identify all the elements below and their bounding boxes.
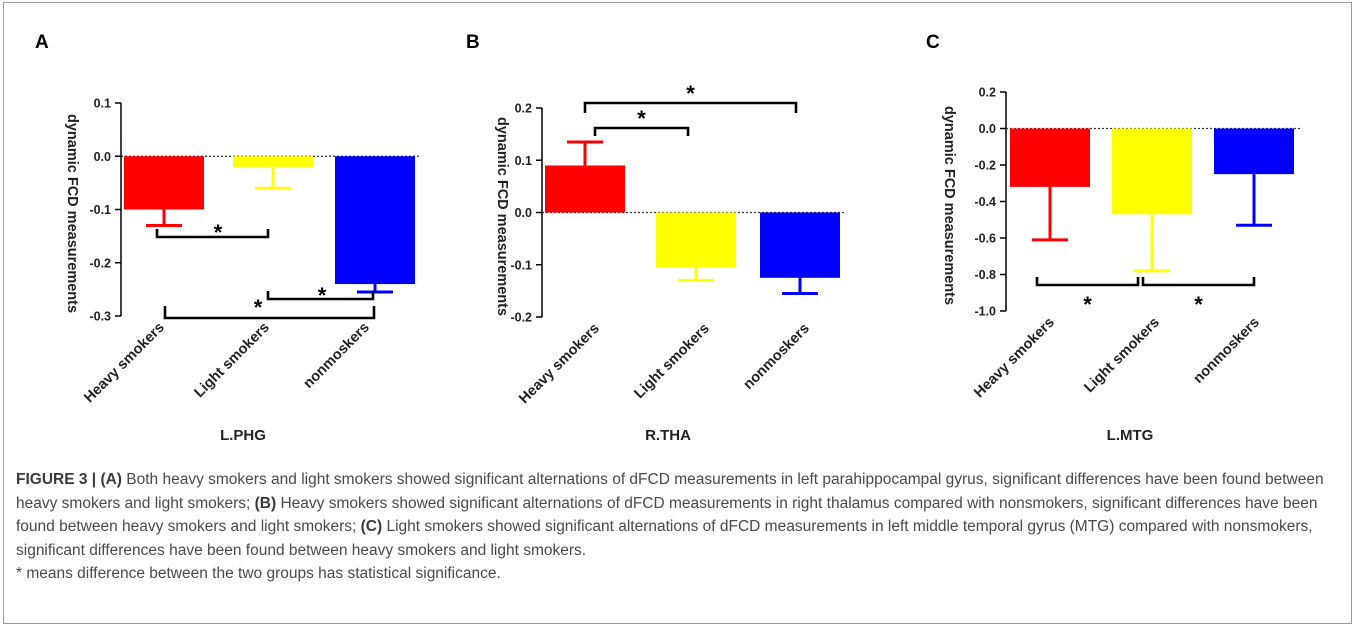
chart-panel-b: B -0.2 -0.1 0.0 0.1 0.2 Heavy smokers Light smo… [466,32,846,444]
bar-1 [1010,128,1090,187]
bar-2 [233,156,313,167]
significance-star: * [686,81,695,106]
y-tick-label: 0.0 [979,122,996,136]
y-tick-label: -1.0 [974,305,996,319]
significance-bracket [163,306,376,320]
chart-panel-a: A -0.3 -0.2 -0.1 0.0 0.1 Heavy smokers Light sm… [35,32,421,444]
panel-label: B [466,32,480,53]
y-tick-label: -0.3 [89,310,111,324]
category-label: Light smokers [191,320,272,401]
bar-1 [545,165,625,213]
y-tick-label: 0.2 [979,86,996,100]
significance-star: * [214,220,223,245]
caption-b-text: Heavy smokers showed significant alterna… [16,494,1318,536]
y-tick-label: -0.6 [974,232,996,246]
figure-charts: A -0.3 -0.2 -0.1 0.0 0.1 Heavy smokers Light sm… [35,32,1300,444]
significance-star: * [254,295,263,320]
caption-figure-label: FIGURE 3 | [16,471,97,488]
caption-a-label: (A) [100,471,122,488]
chart-panel-c: C -1.0 -0.8 -0.6 -0.4 -0.2 0.0 0.2 Heavy smokers… [926,32,1300,444]
caption-b-label: (B) [254,494,277,512]
y-tick-label: -0.1 [510,258,532,272]
bar-2 [1112,128,1192,215]
y-tick-label: 0.2 [515,102,532,116]
caption-note: * means difference between the two group… [16,565,501,582]
caption-c-text: Light smokers showed significant alterna… [16,518,1313,559]
category-label: nonmoskers [741,321,813,393]
y-tick-label: 0.1 [94,97,111,111]
caption-c-label: (C) [360,518,383,535]
bar-2 [656,212,736,268]
category-label: nonmoskers [1191,315,1263,387]
caption-a-text: Both heavy smokers and light smokers sho… [16,471,1324,512]
category-label: Heavy smokers [81,320,168,407]
significance-bracket [583,101,798,113]
y-axis-label: dynamic FCD measurements [64,114,80,313]
significance-star: * [1083,292,1092,317]
y-tick-label: -0.4 [974,195,996,209]
category-label: Heavy smokers [516,321,603,408]
panel-label: A [35,32,49,53]
y-tick-label: -0.8 [974,268,996,282]
significance-star: * [1194,292,1203,317]
x-axis-label: R.THA [645,427,691,444]
significance-star: * [318,283,327,308]
panel-label: C [926,32,940,53]
significance-bracket [593,126,690,136]
y-tick-label: 0.0 [515,206,532,220]
y-tick-label: 0.1 [515,154,532,168]
y-axis-label: dynamic FCD measurements [941,106,957,305]
significance-star: * [637,106,646,131]
y-tick-label: -0.2 [510,311,532,325]
significance-bracket [1141,277,1256,287]
y-tick-label: 0.0 [94,150,111,164]
bar-3 [760,212,840,278]
category-label: Light smokers [631,321,712,402]
significance-bracket [266,291,375,301]
bar-3 [1214,128,1294,175]
x-axis-label: L.MTG [1107,427,1154,444]
bar-1 [124,156,204,210]
y-tick-label: -0.1 [89,203,111,217]
y-axis-label: dynamic FCD measurements [494,117,510,316]
y-tick-label: -0.2 [89,256,111,270]
category-label: nonmoskers [301,320,373,392]
significance-bracket [155,229,270,239]
figure-frame [3,2,1352,624]
x-axis-label: L.PHG [220,427,266,444]
category-label: Heavy smokers [971,315,1058,402]
figure-caption: FIGURE 3 | (A) Both heavy smokers and li… [16,468,1341,586]
bar-3 [335,156,415,285]
category-label: Light smokers [1081,315,1162,396]
significance-bracket [1035,277,1140,287]
y-tick-label: -0.2 [974,159,996,173]
